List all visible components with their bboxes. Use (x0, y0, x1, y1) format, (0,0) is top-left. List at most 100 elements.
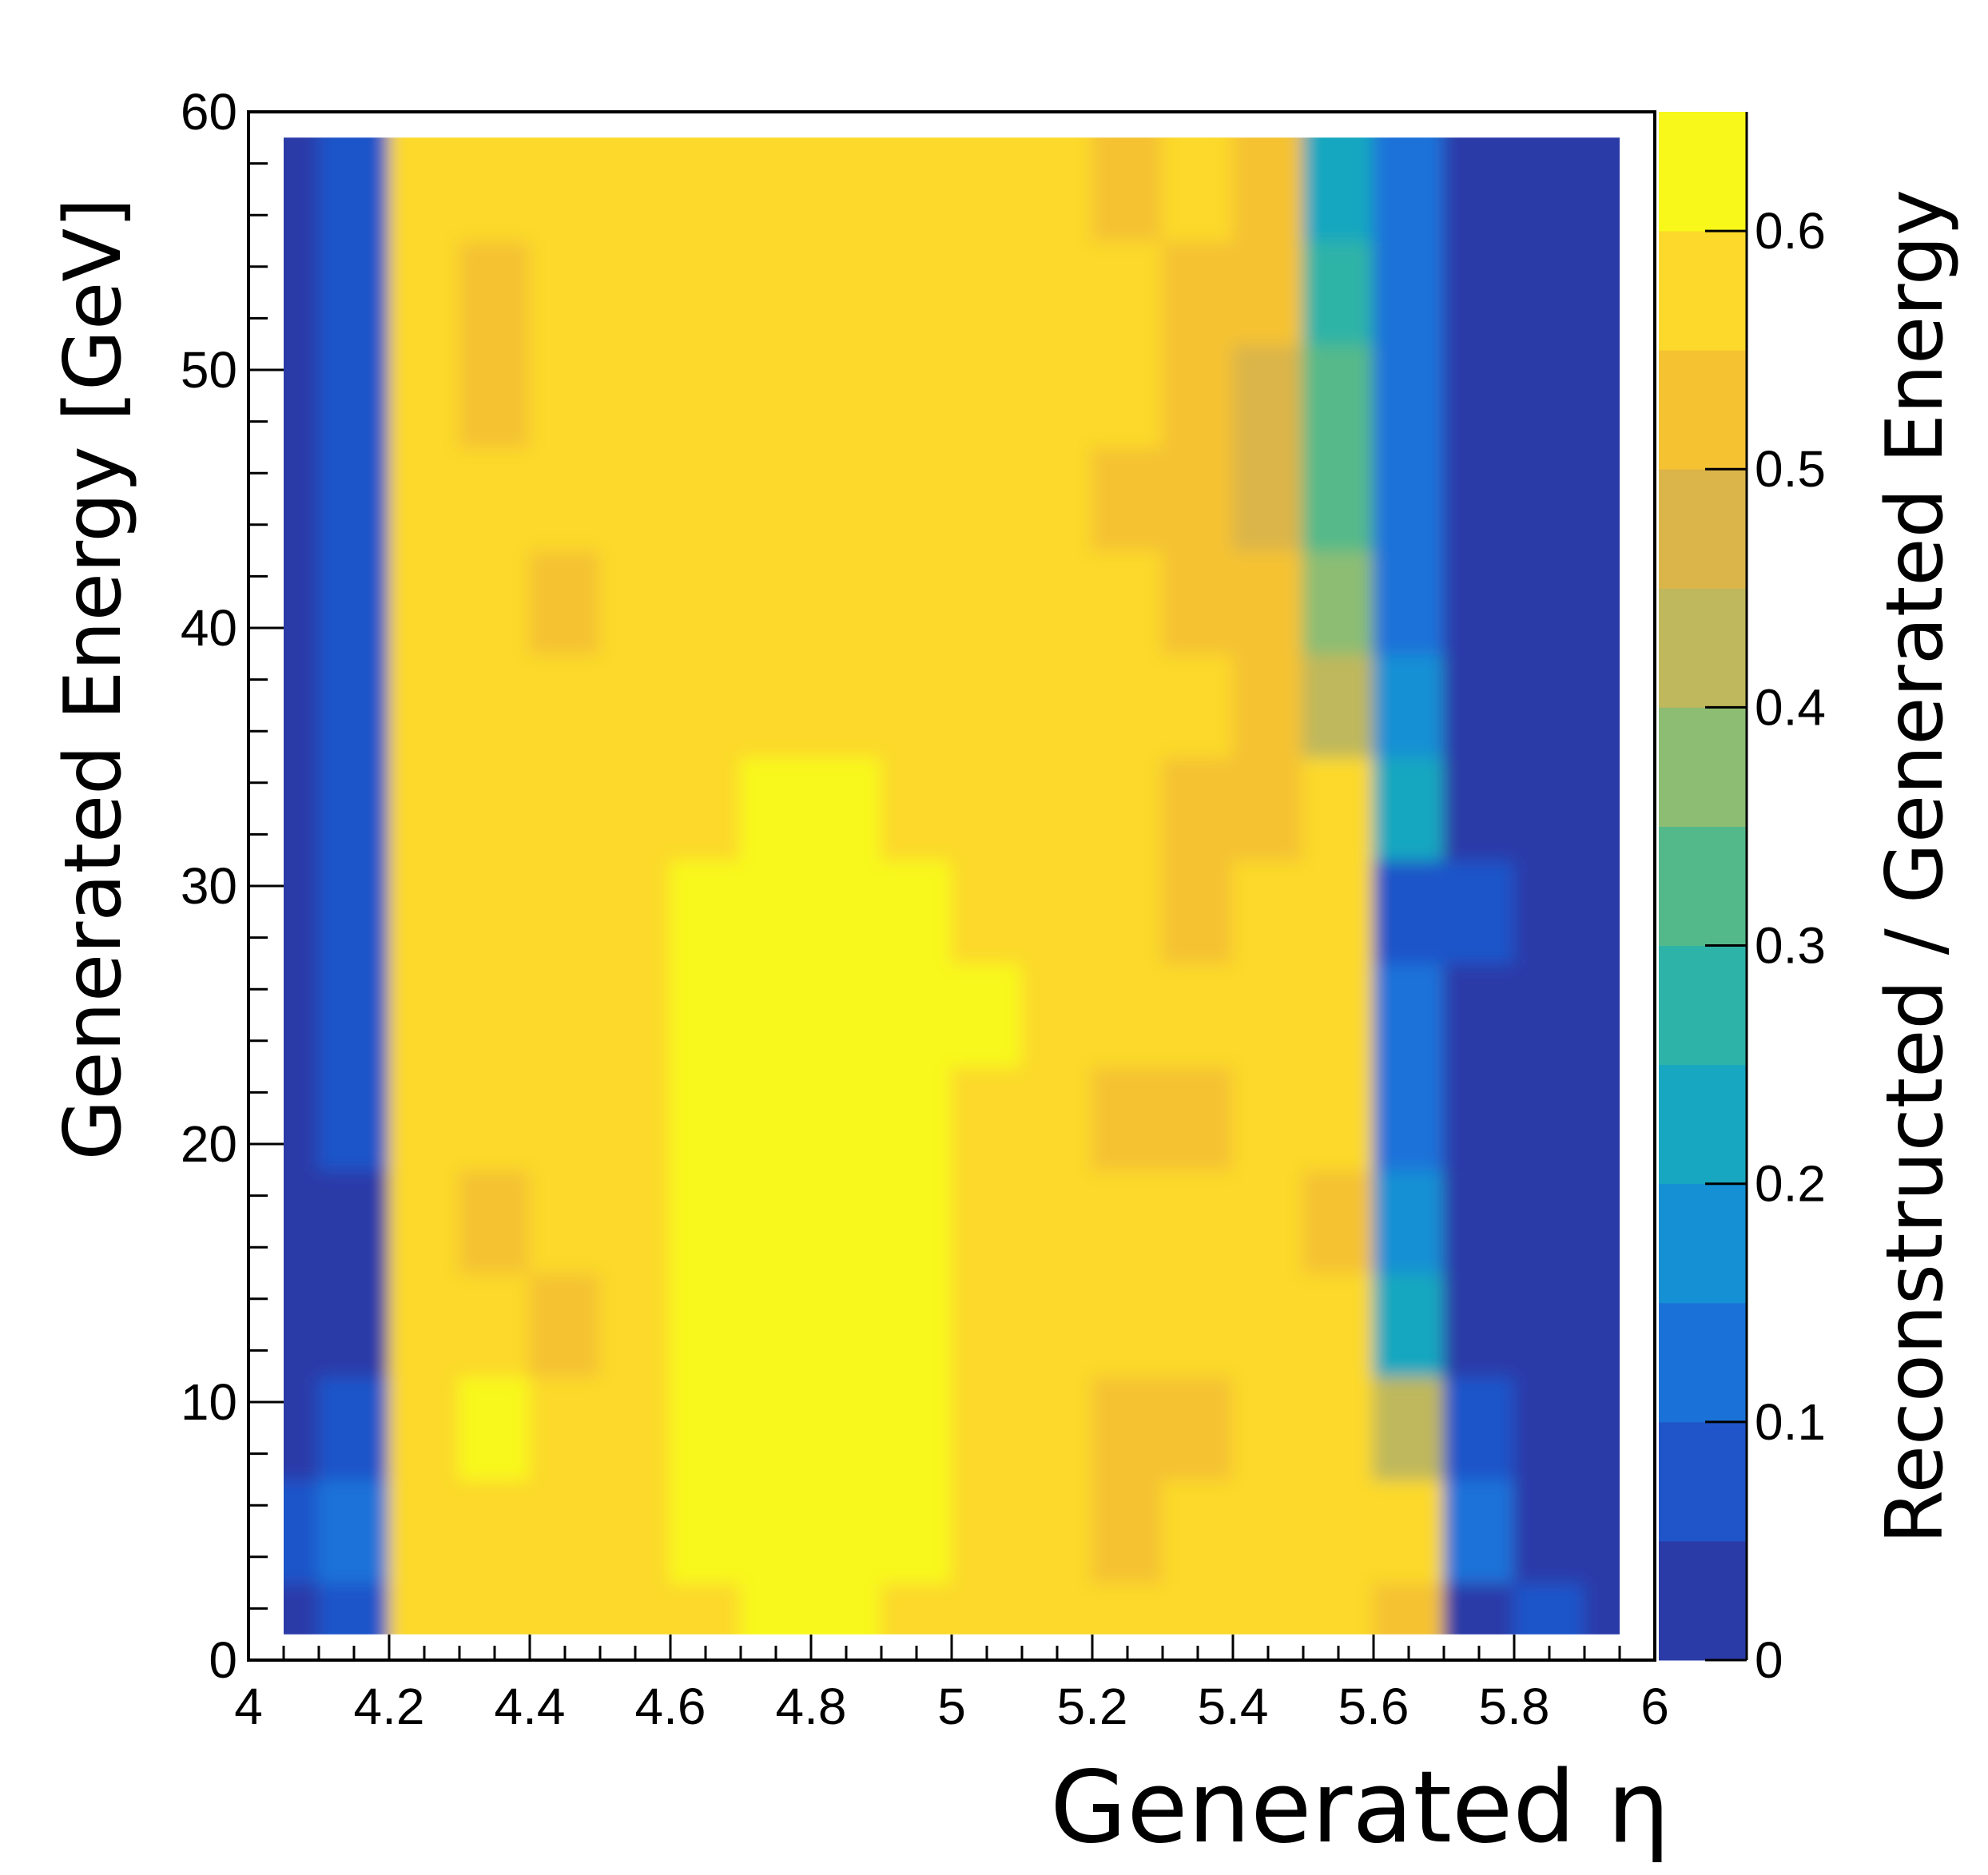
heatmap-cell (810, 1066, 882, 1171)
heatmap-cell (951, 1582, 1023, 1635)
heatmap-cell (284, 1478, 320, 1584)
x-tick-label: 4.4 (495, 1678, 566, 1735)
heatmap-cell (810, 653, 882, 758)
colorbar-segment (1659, 588, 1747, 708)
heatmap-cell (529, 1066, 601, 1171)
heatmap-cell (1021, 446, 1093, 552)
heatmap-cell (1373, 1066, 1445, 1171)
heatmap-cell (810, 137, 882, 165)
heatmap-cell (881, 756, 952, 861)
heatmap-cell (1373, 1375, 1445, 1480)
heatmap-cell (881, 240, 952, 345)
heatmap-cell (1091, 653, 1163, 758)
heatmap-cell (881, 653, 952, 758)
heatmap-cell (670, 343, 742, 448)
heatmap-cell (1232, 550, 1304, 655)
heatmap-cell (459, 653, 531, 758)
heatmap-cell (459, 756, 531, 861)
heatmap-cell (670, 446, 742, 552)
heatmap-cell (529, 550, 601, 655)
heatmap-cell (1091, 756, 1163, 861)
heatmap-cell (1443, 240, 1515, 345)
heatmap-cell (388, 1375, 460, 1480)
heatmap-cell (318, 162, 390, 242)
heatmap-cell (388, 162, 460, 242)
heatmap-cell (1513, 756, 1585, 861)
heatmap-cell (881, 162, 952, 242)
heatmap-cell (1584, 756, 1620, 861)
heatmap-cell (1162, 859, 1234, 964)
heatmap-cell (1162, 756, 1234, 861)
heatmap-cell (881, 1375, 952, 1480)
heatmap-cell (1232, 859, 1304, 964)
heatmap-cell (1373, 962, 1445, 1068)
heatmap-cell (284, 1582, 320, 1635)
heatmap-cell (599, 1478, 671, 1584)
heatmap-cell (388, 343, 460, 448)
heatmap-cell (1302, 1169, 1374, 1274)
heatmap-cell (1443, 137, 1515, 165)
heatmap-cell (881, 859, 952, 964)
colorbar-tick-label: 0.6 (1755, 202, 1826, 260)
heatmap-cell (1232, 446, 1304, 552)
heatmap-cell (810, 240, 882, 345)
heatmap-cell (1162, 162, 1234, 242)
heatmap-cell (1091, 962, 1163, 1068)
heatmap-cell (388, 550, 460, 655)
heatmap-cell (951, 859, 1023, 964)
heatmap-cell (1021, 756, 1093, 861)
heatmap-cell (599, 162, 671, 242)
heatmap-cell (318, 1272, 390, 1377)
heatmap-cell (1513, 1375, 1585, 1480)
heatmap-cell (1091, 343, 1163, 448)
heatmap-cell (599, 240, 671, 345)
heatmap-cell (951, 1375, 1023, 1480)
heatmap-cell (1443, 653, 1515, 758)
heatmap-cell (1443, 550, 1515, 655)
heatmap-cell (1091, 1375, 1163, 1480)
heatmap-cell (1162, 653, 1234, 758)
heatmap-cell (810, 1478, 882, 1584)
heatmap-cell (284, 162, 320, 242)
heatmap-cell (1021, 1066, 1093, 1171)
y-tick-label: 40 (181, 599, 237, 657)
heatmap-cell (1021, 240, 1093, 345)
heatmap-cell (318, 343, 390, 448)
heatmap-cell (1232, 240, 1304, 345)
y-axis: 0 10 20 30 40 50 60 (181, 83, 284, 1689)
heatmap-cell (388, 1169, 460, 1274)
heatmap-cell (951, 240, 1023, 345)
heatmap-cell (599, 756, 671, 861)
heatmap-cell (740, 240, 812, 345)
heatmap-cell (599, 1582, 671, 1635)
heatmap-cell (1443, 756, 1515, 861)
heatmap-cell (1021, 1478, 1093, 1584)
heatmap-cell (1373, 859, 1445, 964)
heatmap-cell (459, 1272, 531, 1377)
heatmap-cell (670, 137, 742, 165)
heatmap-cell (1021, 653, 1093, 758)
heatmap-cell (1021, 1169, 1093, 1274)
heatmap-cells (284, 137, 1620, 1635)
heatmap-cell (529, 1272, 601, 1377)
heatmap-cell (284, 137, 320, 165)
heatmap-cell (881, 343, 952, 448)
heatmap-cell (529, 162, 601, 242)
heatmap-cell (388, 962, 460, 1068)
heatmap-cell (1162, 550, 1234, 655)
heatmap-cell (810, 859, 882, 964)
colorbar-segment (1659, 1302, 1747, 1423)
heatmap-cell (529, 1169, 601, 1274)
colorbar-segment (1659, 469, 1747, 589)
heatmap-cell (1373, 162, 1445, 242)
heatmap-cell (1302, 756, 1374, 861)
heatmap-cell (1513, 240, 1585, 345)
heatmap-cell (529, 446, 601, 552)
heatmap-cell (881, 1582, 952, 1635)
heatmap-cell (1584, 343, 1620, 448)
heatmap-cell (284, 343, 320, 448)
heatmap-cell (1584, 1272, 1620, 1377)
heatmap-cell (951, 1272, 1023, 1377)
heatmap-cell (318, 962, 390, 1068)
heatmap-cell (740, 446, 812, 552)
